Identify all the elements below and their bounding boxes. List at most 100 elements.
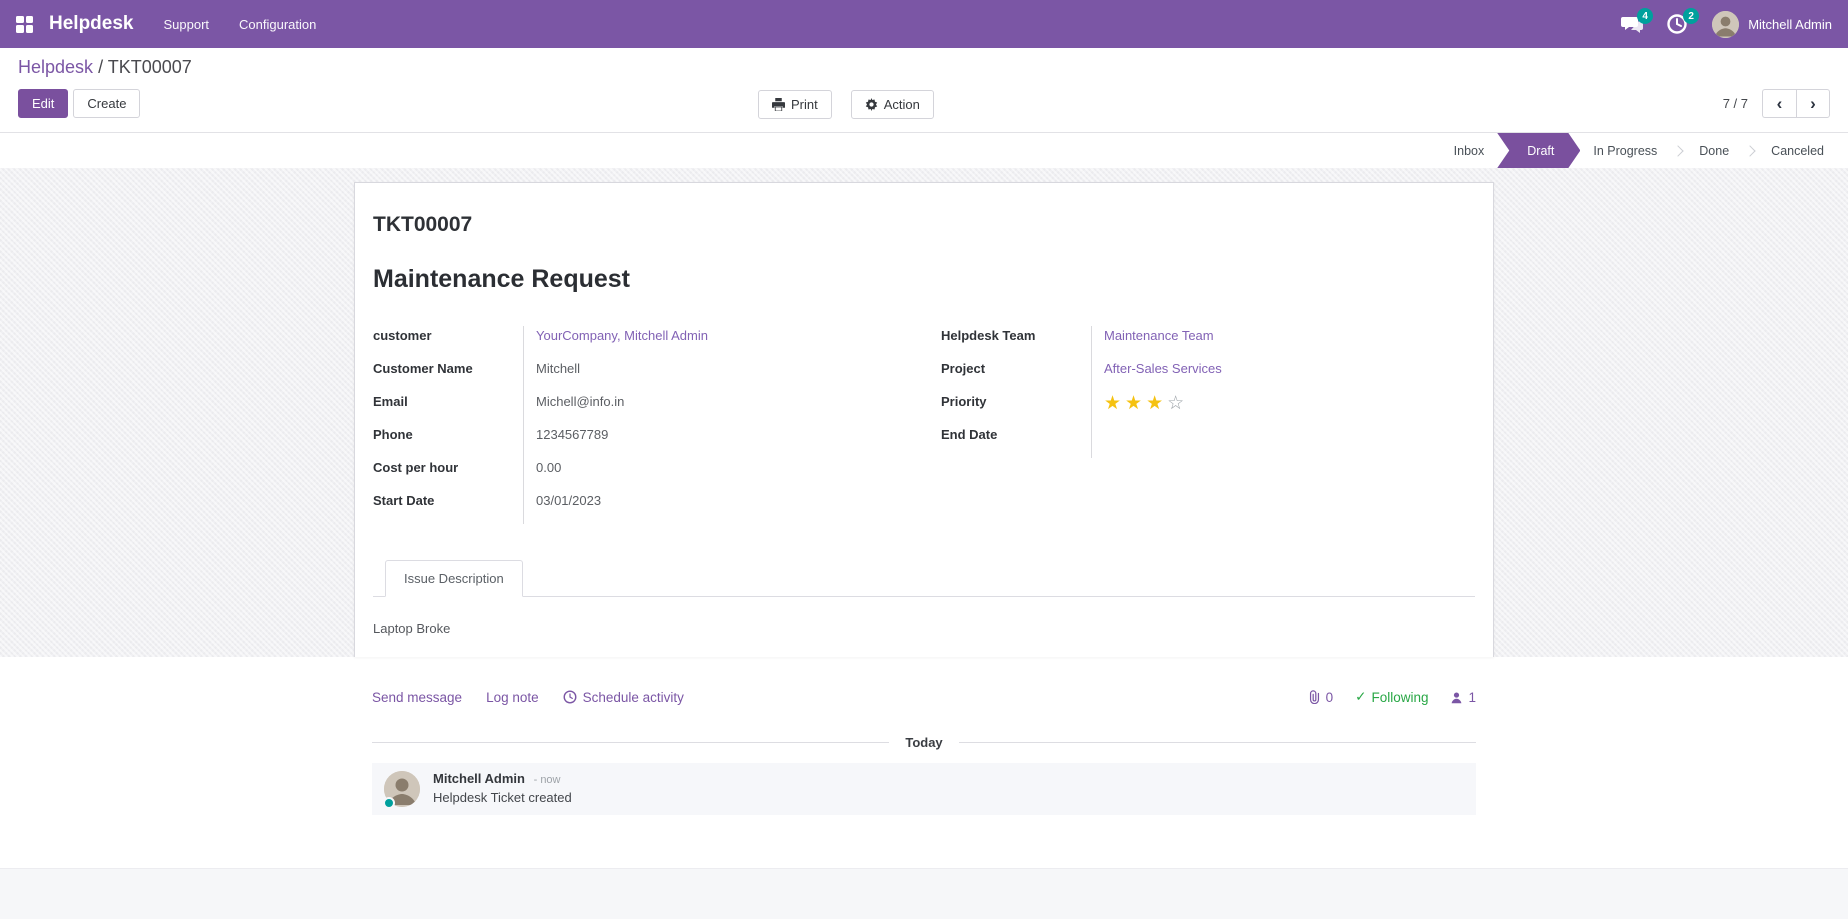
user-name: Mitchell Admin [1748,16,1832,32]
breadcrumb: Helpdesk / TKT00007 [18,57,1830,78]
left-field-group: customer YourCompany, Mitchell Admin Cus… [373,326,907,524]
action-button-label: Action [883,97,920,112]
form-background: TKT00007 Maintenance Request customer Yo… [0,168,1848,657]
field-start-date: Start Date 03/01/2023 [373,491,907,524]
field-label: Cost per hour [373,460,459,475]
printer-icon [772,98,785,111]
star-filled-icon: ★ [1125,393,1147,414]
apps-menu-icon[interactable] [16,15,33,33]
breadcrumb-current: TKT00007 [107,57,192,77]
breadcrumb-separator: / [98,57,104,77]
date-divider-label: Today [905,735,943,750]
gear-icon [865,98,877,111]
field-customer: customer YourCompany, Mitchell Admin [373,326,907,359]
create-button[interactable]: Create [73,89,141,118]
tab-issue-description[interactable]: Issue Description [385,560,523,597]
field-label: Phone [373,427,413,442]
following-toggle[interactable]: ✓ Following [1355,689,1428,705]
clock-icon [1667,14,1687,34]
messages-icon[interactable]: 4 [1620,8,1654,35]
helpdesk-team-link[interactable]: Maintenance Team [1091,326,1475,359]
issue-description-text: Laptop Broke [373,621,451,636]
print-button[interactable]: Print [758,90,832,119]
field-label: Priority [941,394,987,409]
pager-next-button[interactable]: › [1796,89,1830,118]
user-menu[interactable]: Mitchell Admin [1712,10,1832,38]
followers-button[interactable]: 1 [1450,690,1476,705]
pager-count: 7 / 7 [1722,96,1748,111]
field-end-date: End Date [941,425,1475,458]
activities-badge: 2 [1683,8,1700,24]
chatter-message: Mitchell Admin - now Helpdesk Ticket cre… [372,763,1476,815]
ticket-number: TKT00007 [373,213,473,236]
field-project: Project After-Sales Services [941,359,1475,392]
action-button[interactable]: Action [850,90,934,119]
field-email: Email Michell@info.in [373,392,907,425]
chatter-area: Send message Log note Schedule activity … [0,657,1848,868]
control-panel: Helpdesk / TKT00007 Edit Create 7 / 7 ‹ … [0,48,1848,133]
star-filled-icon: ★ [1146,393,1168,414]
field-cost-per-hour: Cost per hour 0.00 [373,458,907,491]
field-value: Mitchell [523,359,907,392]
chevron-left-icon: ‹ [1776,93,1783,113]
field-label: Project [941,361,986,376]
project-link[interactable]: After-Sales Services [1091,359,1475,392]
messages-badge: 4 [1637,8,1654,24]
field-label: End Date [941,427,998,442]
right-field-group: Helpdesk Team Maintenance Team Project A… [941,326,1475,524]
menu-support[interactable]: Support [163,16,210,32]
field-customer-name: Customer Name Mitchell [373,359,907,392]
activities-icon[interactable]: 2 [1666,8,1700,35]
field-label: Start Date [373,493,435,508]
menu-configuration[interactable]: Configuration [239,16,317,32]
person-icon [1452,691,1462,703]
stage-done[interactable]: Done [1699,143,1730,158]
field-value: 03/01/2023 [523,491,907,524]
form-sheet: TKT00007 Maintenance Request customer Yo… [354,182,1494,657]
field-value: 1234567789 [523,425,907,458]
attachment-count: 0 [1325,689,1334,705]
schedule-activity-label: Schedule activity [582,689,684,705]
stage-statusbar: Inbox Draft In Progress Done Canceled [0,133,1848,168]
user-avatar [1712,10,1740,38]
app-brand[interactable]: Helpdesk [49,13,134,34]
chevron-right-icon: › [1810,93,1816,113]
customer-link[interactable]: YourCompany, Mitchell Admin [523,326,907,359]
paperclip-icon [1309,690,1319,704]
pager-previous-button[interactable]: ‹ [1762,89,1796,118]
follower-count: 1 [1468,689,1476,705]
message-author: Mitchell Admin [433,771,525,786]
chat-bubbles-icon [1621,17,1644,33]
field-label: Email [373,394,408,409]
message-body: Helpdesk Ticket created [433,790,572,805]
star-filled-icon: ★ [1104,393,1126,414]
online-status-dot [383,797,395,809]
stage-inbox[interactable]: Inbox [1453,143,1485,158]
notebook-tabs: Issue Description [373,560,1475,597]
field-value [1091,425,1475,458]
stage-draft-active[interactable]: Draft [1497,133,1580,168]
breadcrumb-parent[interactable]: Helpdesk [18,57,94,77]
schedule-activity-button[interactable]: Schedule activity [563,690,684,705]
field-phone: Phone 1234567789 [373,425,907,458]
top-navbar: Helpdesk Support Configuration 4 2 Mitch… [0,0,1848,48]
field-label: Customer Name [373,361,473,376]
message-timestamp: - now [533,774,561,786]
message-avatar [383,771,420,809]
check-icon: ✓ [1355,689,1367,704]
field-helpdesk-team: Helpdesk Team Maintenance Team [941,326,1475,359]
attachments-button[interactable]: 0 [1308,689,1334,705]
field-label: Helpdesk Team [941,328,1036,343]
following-label: Following [1371,689,1429,705]
field-groups: customer YourCompany, Mitchell Admin Cus… [373,326,1475,524]
field-label: customer [373,328,432,343]
edit-button[interactable]: Edit [18,89,69,118]
field-value: Michell@info.in [523,392,907,425]
stage-in-progress[interactable]: In Progress [1593,143,1658,158]
log-note-button[interactable]: Log note [486,689,539,705]
field-value: 0.00 [523,458,907,491]
date-divider: Today [372,735,1477,750]
send-message-button[interactable]: Send message [372,689,463,705]
print-button-label: Print [791,97,818,112]
stage-canceled[interactable]: Canceled [1771,143,1824,158]
